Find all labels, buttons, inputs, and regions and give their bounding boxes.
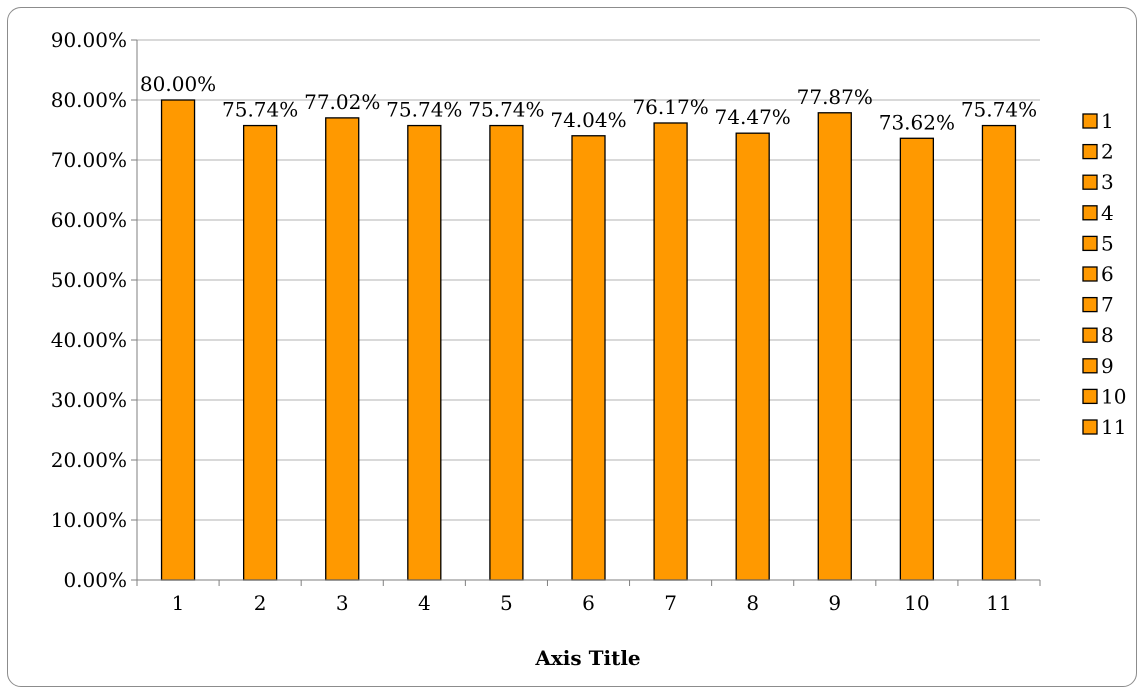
legend-swatch bbox=[1082, 419, 1098, 435]
bar bbox=[242, 124, 278, 581]
data-label: 77.02% bbox=[304, 90, 380, 114]
legend-entry: 3 bbox=[1101, 170, 1114, 194]
data-labels: 80.00%75.74% 77.02% 75.74% 75.74% 74.04%76.1… bbox=[140, 72, 1037, 134]
x-tick-label: 1 bbox=[172, 591, 185, 615]
x-tick-label: 9 bbox=[828, 591, 841, 615]
legend-swatch bbox=[1082, 113, 1098, 129]
data-label: 77.87% bbox=[797, 85, 873, 109]
data-label: 75.74% bbox=[386, 98, 462, 122]
x-tick-label: 5 bbox=[500, 591, 513, 615]
y-tick-label: 70.00% bbox=[51, 148, 127, 172]
y-tick-labels: 0.00% 10.00% 20.00% 30.00% 40.00% 50.00% 60.00… bbox=[51, 28, 127, 592]
legend-entry: 6 bbox=[1101, 262, 1114, 286]
legend-entry: 2 bbox=[1101, 140, 1114, 164]
x-tick-label: 4 bbox=[418, 591, 431, 615]
x-axis-title: Axis Title bbox=[534, 646, 640, 670]
data-label: 75.74% bbox=[961, 98, 1037, 122]
y-tick-label: 50.00% bbox=[51, 268, 127, 292]
legend-swatch bbox=[1082, 235, 1098, 252]
legend-entry: 5 bbox=[1101, 231, 1114, 255]
bar bbox=[899, 137, 935, 581]
bars bbox=[160, 99, 1017, 581]
data-label: 80.00% bbox=[140, 72, 216, 96]
y-tick-label: 40.00% bbox=[51, 328, 127, 352]
axes bbox=[131, 39, 1041, 586]
data-label: 75.74% bbox=[468, 98, 544, 122]
legend-swatch bbox=[1082, 358, 1098, 374]
bar bbox=[160, 99, 196, 581]
y-tick-label: 80.00% bbox=[51, 88, 127, 112]
legend-entry: 11 bbox=[1101, 415, 1126, 439]
x-tick-label: 8 bbox=[746, 591, 759, 615]
bar bbox=[407, 124, 442, 581]
legend-swatch bbox=[1082, 296, 1098, 313]
data-label: 74.47% bbox=[715, 105, 791, 129]
data-label: 75.74% bbox=[222, 98, 298, 122]
data-label: 74.04% bbox=[550, 108, 626, 132]
legend-swatch bbox=[1082, 174, 1098, 190]
legend-swatch bbox=[1082, 266, 1098, 282]
bar bbox=[653, 122, 688, 581]
x-tick-label: 7 bbox=[664, 591, 677, 615]
legend-swatch bbox=[1082, 205, 1098, 221]
legend-swatch bbox=[1082, 143, 1098, 160]
legend-entry: 1 bbox=[1101, 109, 1114, 133]
bar bbox=[325, 117, 360, 581]
y-tick-label: 90.00% bbox=[51, 28, 127, 52]
legend-swatch bbox=[1082, 327, 1098, 343]
legend-entry: 8 bbox=[1101, 323, 1114, 347]
x-tick-labels: 1 2 3 4 5 6 7 8 9 10 11 bbox=[172, 591, 1012, 615]
legend-entry: 7 bbox=[1101, 293, 1114, 317]
data-label: 73.62% bbox=[879, 110, 955, 134]
x-tick-label: 3 bbox=[336, 591, 349, 615]
y-tick-label: 0.00% bbox=[63, 568, 127, 592]
legend-swatch bbox=[1082, 388, 1098, 405]
legend-entry: 4 bbox=[1101, 201, 1114, 225]
y-tick-label: 30.00% bbox=[51, 388, 127, 412]
y-tick-label: 10.00% bbox=[51, 508, 127, 532]
bar bbox=[817, 112, 852, 581]
y-tick-label: 20.00% bbox=[51, 448, 127, 472]
bar bbox=[735, 132, 770, 581]
legend-entry: 9 bbox=[1101, 354, 1114, 378]
bar bbox=[571, 135, 606, 581]
data-label: 76.17% bbox=[632, 95, 708, 119]
bar bbox=[981, 124, 1017, 581]
y-tick-label: 60.00% bbox=[51, 208, 127, 232]
legend-entry: 10 bbox=[1101, 384, 1126, 408]
x-tick-label: 6 bbox=[582, 591, 595, 615]
x-tick-label: 11 bbox=[986, 591, 1011, 615]
x-tick-label: 2 bbox=[254, 591, 267, 615]
bar bbox=[489, 124, 524, 581]
x-tick-label: 10 bbox=[904, 591, 929, 615]
legend: 1 2 3 4 5 6 7 8 9 10 11 bbox=[1082, 109, 1126, 439]
